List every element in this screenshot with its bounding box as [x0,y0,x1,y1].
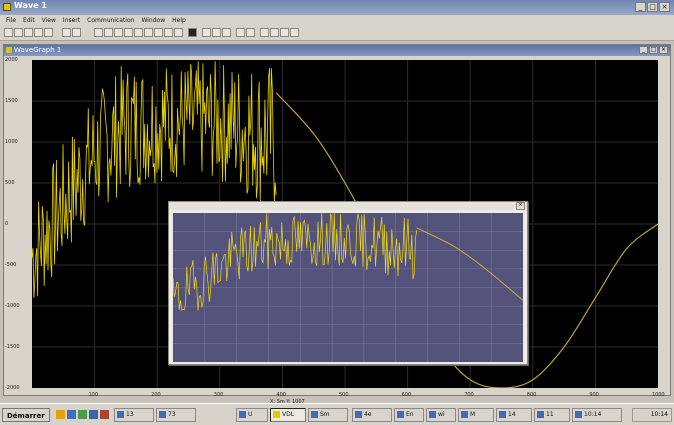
open-icon[interactable] [14,28,23,37]
quicklaunch-icon-2[interactable] [67,410,76,419]
wave-tool-icon[interactable] [144,28,153,37]
x-tick-label: 200 [151,392,161,398]
arc-tool-icon[interactable] [134,28,143,37]
child-window-title: WaveGraph 1 [14,46,62,54]
menu-insert[interactable]: Insert [62,17,81,24]
copy-icon[interactable] [44,28,53,37]
y-tick-label: -2000 [5,385,20,391]
preview-title-bar [169,202,527,210]
x-tick-label: 400 [276,392,286,398]
maximize-button[interactable]: □ [647,2,658,12]
y-tick-label: 1500 [5,98,18,104]
menu-file[interactable]: File [6,17,17,24]
task-item-2[interactable]: 73 [156,408,196,422]
child-maximize-button[interactable]: □ [649,46,658,54]
task-item-8[interactable]: wi [426,408,456,422]
curve-tool-icon[interactable] [124,28,133,37]
preview-noisy-signal [173,213,418,312]
window-title-bar: Wave 1 _ □ × [0,0,674,15]
task-item-5[interactable]: Sm [308,408,348,422]
task-item-wave[interactable]: VDL [270,408,306,422]
settings-icon[interactable] [260,28,269,37]
y-tick-label: -1000 [5,303,20,309]
task-item-12[interactable]: 10:14 [572,408,622,422]
smooth-signal [275,92,658,388]
zoom-fit-icon[interactable] [222,28,231,37]
y-tick-label: -500 [5,262,17,268]
minimize-button[interactable]: _ [635,2,646,12]
quicklaunch-icon-5[interactable] [100,410,109,419]
x-tick-label: 500 [339,392,349,398]
x-tick-label: 300 [213,392,224,398]
preview-smooth-signal [416,227,523,301]
x-tick-label: 700 [464,392,474,398]
task-item-7[interactable]: En [394,408,424,422]
save-icon[interactable] [24,28,33,37]
quicklaunch-icon-3[interactable] [78,410,87,419]
taskbar: Démarrer 13 73 U VDL Sm 4e En wi M 14 11… [0,403,674,425]
zoom-out-icon[interactable] [212,28,221,37]
task-item-11[interactable]: 11 [534,408,570,422]
y-tick-label: -1500 [5,344,20,350]
redo-icon[interactable] [72,28,81,37]
menu-communication[interactable]: Communication [87,17,135,24]
x-tick-label: 900 [589,392,599,398]
window-title: Wave 1 [14,1,47,10]
system-tray-clock: 10:14 [632,408,672,422]
x-tick-label: 800 [526,392,537,398]
square-tool-icon[interactable] [164,28,173,37]
child-title-bar: WaveGraph 1 _ □ × [4,45,670,56]
transfer-icon[interactable] [270,28,279,37]
cursor-icon[interactable] [236,28,245,37]
pulse-tool-icon[interactable] [174,28,183,37]
y-tick-label: 0 [5,221,9,227]
task-item-6[interactable]: 4e [352,408,392,422]
step-tool-icon[interactable] [154,28,163,37]
x-tick-label: 600 [401,392,412,398]
task-item-10[interactable]: 14 [496,408,532,422]
menu-view[interactable]: View [41,17,56,24]
print-icon[interactable] [34,28,43,37]
record-icon[interactable] [188,28,197,37]
task-item-9[interactable]: M [458,408,494,422]
quicklaunch-icon-1[interactable] [56,410,65,419]
preview-plot[interactable] [173,213,523,362]
x-tick-label: 100 [88,392,99,398]
noisy-trace [173,213,418,312]
line-tool-icon[interactable] [114,28,123,37]
preview-close-button[interactable]: × [516,202,525,210]
child-minimize-button[interactable]: _ [639,46,648,54]
menu-help[interactable]: Help [172,17,186,24]
y-tick-label: 2000 [5,57,18,63]
toolbar [0,26,674,41]
app-icon [3,3,11,11]
child-close-button[interactable]: × [659,46,668,54]
noisy-trace [32,61,277,298]
task-item-3[interactable]: U [236,408,268,422]
noisy-signal [32,61,277,298]
pointer-icon[interactable] [94,28,103,37]
new-icon[interactable] [4,28,13,37]
menu-window[interactable]: Window [141,17,166,24]
menu-bar: File Edit View Insert Communication Wind… [0,15,674,26]
undo-icon[interactable] [62,28,71,37]
y-tick-label: 1000 [5,139,18,145]
start-button[interactable]: Démarrer [2,408,50,422]
send-icon[interactable] [280,28,289,37]
task-item-1[interactable]: 13 [114,408,154,422]
receive-icon[interactable] [290,28,299,37]
cursor-readout: X: Sm Y: 1007 [270,399,305,405]
pencil-icon[interactable] [104,28,113,37]
x-tick-label: 1000 [652,392,665,398]
graph-icon [6,47,12,53]
quicklaunch-icon-4[interactable] [89,410,98,419]
menu-edit[interactable]: Edit [23,17,35,24]
zoom-in-icon[interactable] [202,28,211,37]
measure-icon[interactable] [246,28,255,37]
y-tick-label: 500 [5,180,15,186]
close-button[interactable]: × [659,2,670,12]
